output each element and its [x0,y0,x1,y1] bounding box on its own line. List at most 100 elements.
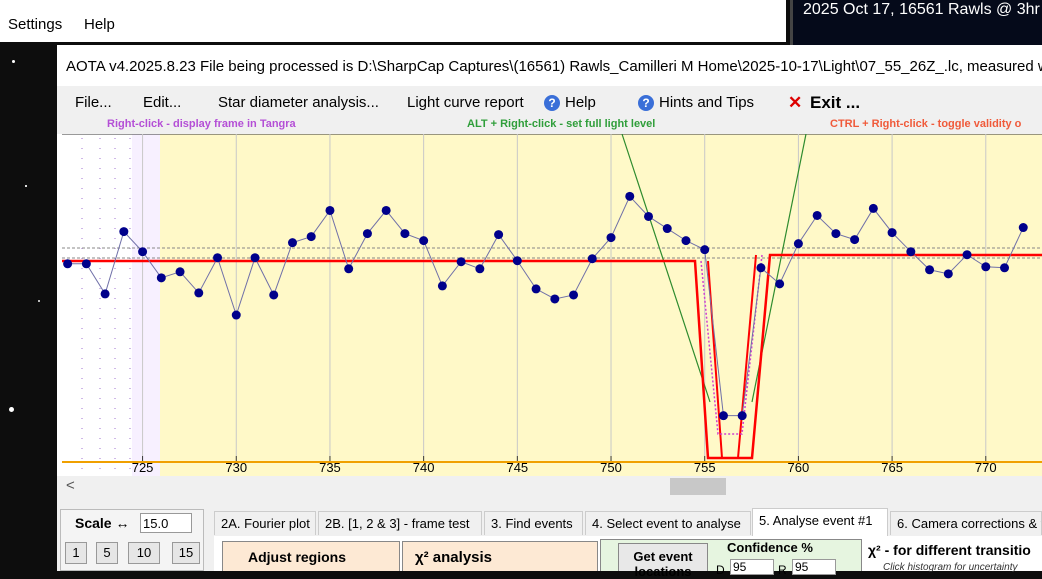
data-point [81,259,91,269]
tab[interactable]: 2A. Fourier plot [214,511,316,535]
model-curve [700,254,763,435]
data-point [943,269,953,279]
data-point [718,411,728,421]
menu-help-text: Help [565,94,596,111]
menu-hints-text: Hints and Tips [659,94,755,111]
star [25,185,27,187]
data-point [475,264,485,274]
data-point [269,290,279,300]
scale-button[interactable]: 5 [96,542,118,564]
scale-button[interactable]: 1 [65,542,87,564]
scale-input[interactable]: 15.0 [140,513,192,533]
r-value: 95 [795,560,809,574]
data-point [63,259,73,269]
help-icon: ? [638,95,654,111]
data-point [1018,223,1028,233]
data-point [381,205,391,215]
chi-transition-label: χ² - for different transitio [868,542,1031,558]
x-tick-label: 755 [694,460,716,475]
r-input[interactable]: 95 [792,559,836,575]
x-tick-label: 730 [225,460,247,475]
get-event-button[interactable]: Get event locations [618,543,708,579]
data-point [362,229,372,239]
tab[interactable]: 6. Camera corrections & f [890,511,1042,535]
data-point [344,264,354,274]
data-point [175,267,185,277]
help-icon: ? [544,95,560,111]
data-point [925,265,935,275]
r-label: R [778,563,787,577]
data-point [419,236,429,246]
data-point [850,235,860,245]
menu-item[interactable]: Help [84,16,115,33]
preview-window [790,0,1042,45]
star [12,60,15,63]
scale-button[interactable]: 15 [172,542,200,564]
data-point [981,262,991,272]
data-point [793,239,803,249]
menu-exit[interactable]: Exit ... [810,93,861,112]
star [9,407,14,412]
hint: ALT + Right-click - set full light level [467,118,656,130]
menu-edit[interactable]: Edit... [143,94,182,111]
data-point [662,224,672,234]
menu-file[interactable]: File... [75,94,112,111]
data-point [906,247,916,257]
data-point [606,233,616,243]
menu-item[interactable]: Settings [8,16,63,33]
data-point [512,256,522,266]
preview-title: 2025 Oct 17, 16561 Rawls @ 3hr [803,1,1040,18]
data-point [531,284,541,294]
exit-icon: ✕ [788,93,803,112]
menu-hints[interactable]: ? Hints and Tips [638,94,754,111]
star [38,300,40,302]
data-point [437,281,447,291]
data-point [569,290,579,300]
hint: Right-click - display frame in Tangra [107,118,296,130]
scrollbar[interactable] [57,476,1042,497]
data-point [100,289,110,299]
tab[interactable]: 3. Find events [484,511,583,535]
menu-help[interactable]: ? Help [544,94,596,111]
adjust-label: Adjust regions [248,549,347,565]
tab[interactable]: 4. Select event to analyse [585,511,751,535]
data-point [812,210,822,220]
x-tick-label: 760 [788,460,810,475]
window-title: AOTA v4.2025.8.23 File being processed i… [66,58,1042,75]
data-point [868,203,878,213]
data-point [587,254,597,264]
data-point [213,253,223,263]
data-line [67,195,1024,417]
light-curve-plot[interactable]: 725 730 735 740 745 750 755 760 765 770 [62,134,1042,476]
menu-star-diameter[interactable]: Star diameter analysis... [218,94,379,111]
adjust-box[interactable]: Adjust regions [222,541,400,571]
scroll-thumb[interactable] [670,478,726,495]
scroll-left[interactable]: < [66,477,75,494]
x-tick-label: 765 [881,460,903,475]
data-point [494,230,504,240]
button-text: locations [634,564,692,579]
data-point [287,238,297,248]
chi-box[interactable]: χ² analysis [402,541,598,571]
data-point [250,253,260,263]
tab[interactable]: 2B. [1, 2 & 3] - frame test [318,511,482,535]
region-shade [160,134,1042,476]
scale-value: 15.0 [143,516,169,531]
region-shade [132,134,160,476]
data-point [775,279,785,289]
scale-button[interactable]: 10 [128,542,160,564]
data-point [550,294,560,304]
data-point [644,211,654,221]
x-tick-label: 725 [132,460,154,475]
d-input[interactable]: 95 [730,559,774,575]
d-label: D [716,563,725,577]
data-point [231,310,241,320]
tab-active[interactable]: 5. Analyse event #1 [752,508,888,536]
x-tick-label: 735 [319,460,341,475]
x-tick-label: 750 [600,460,622,475]
data-point [325,205,335,215]
menu-report[interactable]: Light curve report [407,94,524,111]
data-point [962,250,972,260]
data-point [400,229,410,239]
